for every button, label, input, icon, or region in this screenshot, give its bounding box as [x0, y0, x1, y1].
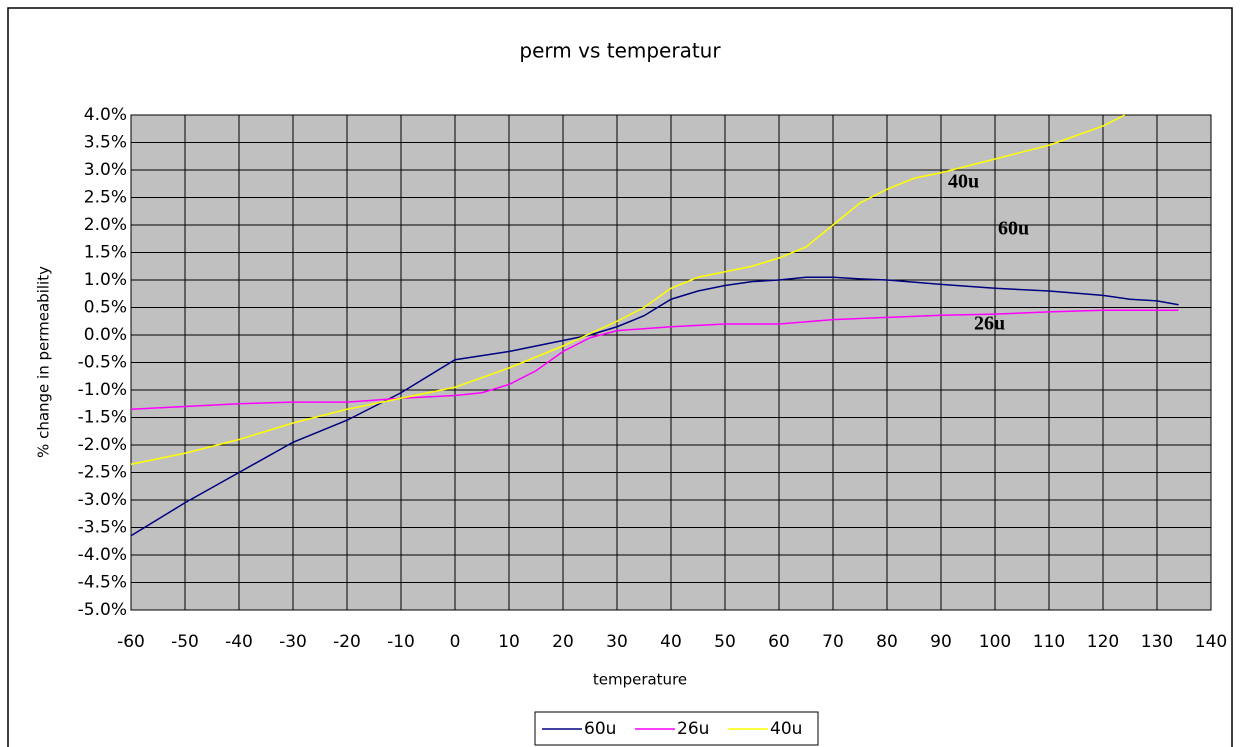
x-tick-label: 80 — [876, 632, 898, 652]
y-tick-label: 2.0% — [84, 215, 127, 235]
x-tick-label: 0 — [450, 632, 461, 652]
x-tick-label: 90 — [930, 632, 952, 652]
x-tick-label: 40 — [660, 632, 682, 652]
y-tick-label: 0.5% — [84, 298, 127, 318]
x-tick-label: 70 — [822, 632, 844, 652]
x-tick-label: 120 — [1087, 632, 1119, 652]
x-tick-label: 60 — [768, 632, 790, 652]
x-tick-label: 30 — [606, 632, 628, 652]
y-tick-label: -3.0% — [78, 490, 127, 510]
y-tick-label: -1.0% — [78, 380, 127, 400]
series-line — [130, 114, 1125, 465]
x-tick-label: -10 — [387, 632, 415, 652]
legend-label: 40u — [770, 719, 802, 739]
y-tick-label: -3.5% — [78, 518, 127, 538]
y-tick-label: -4.0% — [78, 545, 127, 565]
series-line — [130, 309, 1179, 410]
annotation: 26u — [974, 313, 1005, 335]
y-tick-label: 1.0% — [84, 270, 127, 290]
x-tick-label: -40 — [225, 632, 253, 652]
x-tick-label: -50 — [171, 632, 199, 652]
y-tick-label: 4.0% — [84, 105, 127, 125]
y-tick-label: 1.5% — [84, 243, 127, 263]
legend-label: 26u — [677, 719, 709, 739]
x-tick-label: 140 — [1195, 632, 1227, 652]
y-tick-label: -5.0% — [78, 600, 127, 620]
y-tick-label: 3.5% — [84, 133, 127, 153]
y-tick-label: -4.5% — [78, 573, 127, 593]
annotation: 60u — [998, 218, 1029, 240]
legend-label: 60u — [584, 719, 616, 739]
legend — [534, 711, 819, 746]
x-tick-label: -60 — [117, 632, 145, 652]
x-tick-label: 100 — [979, 632, 1011, 652]
x-tick-label: -30 — [279, 632, 307, 652]
x-tick-label: 110 — [1033, 632, 1065, 652]
y-tick-label: -2.0% — [78, 435, 127, 455]
series-line — [130, 276, 1179, 537]
x-tick-label: 20 — [552, 632, 574, 652]
x-tick-label: 50 — [714, 632, 736, 652]
y-tick-label: 2.5% — [84, 188, 127, 208]
x-tick-label: 10 — [498, 632, 520, 652]
y-axis-label: % change in permeability — [35, 266, 53, 458]
chart-title: perm vs temperatur — [519, 39, 721, 63]
y-tick-label: -0.5% — [78, 353, 127, 373]
x-tick-label: 130 — [1141, 632, 1173, 652]
x-axis-label: temperature — [593, 671, 687, 689]
y-tick-label: -1.5% — [78, 408, 127, 428]
y-tick-label: -2.5% — [78, 463, 127, 483]
y-tick-label: 0.0% — [84, 325, 127, 345]
annotation: 40u — [948, 171, 979, 193]
x-tick-label: -20 — [333, 632, 361, 652]
y-tick-label: 3.0% — [84, 160, 127, 180]
